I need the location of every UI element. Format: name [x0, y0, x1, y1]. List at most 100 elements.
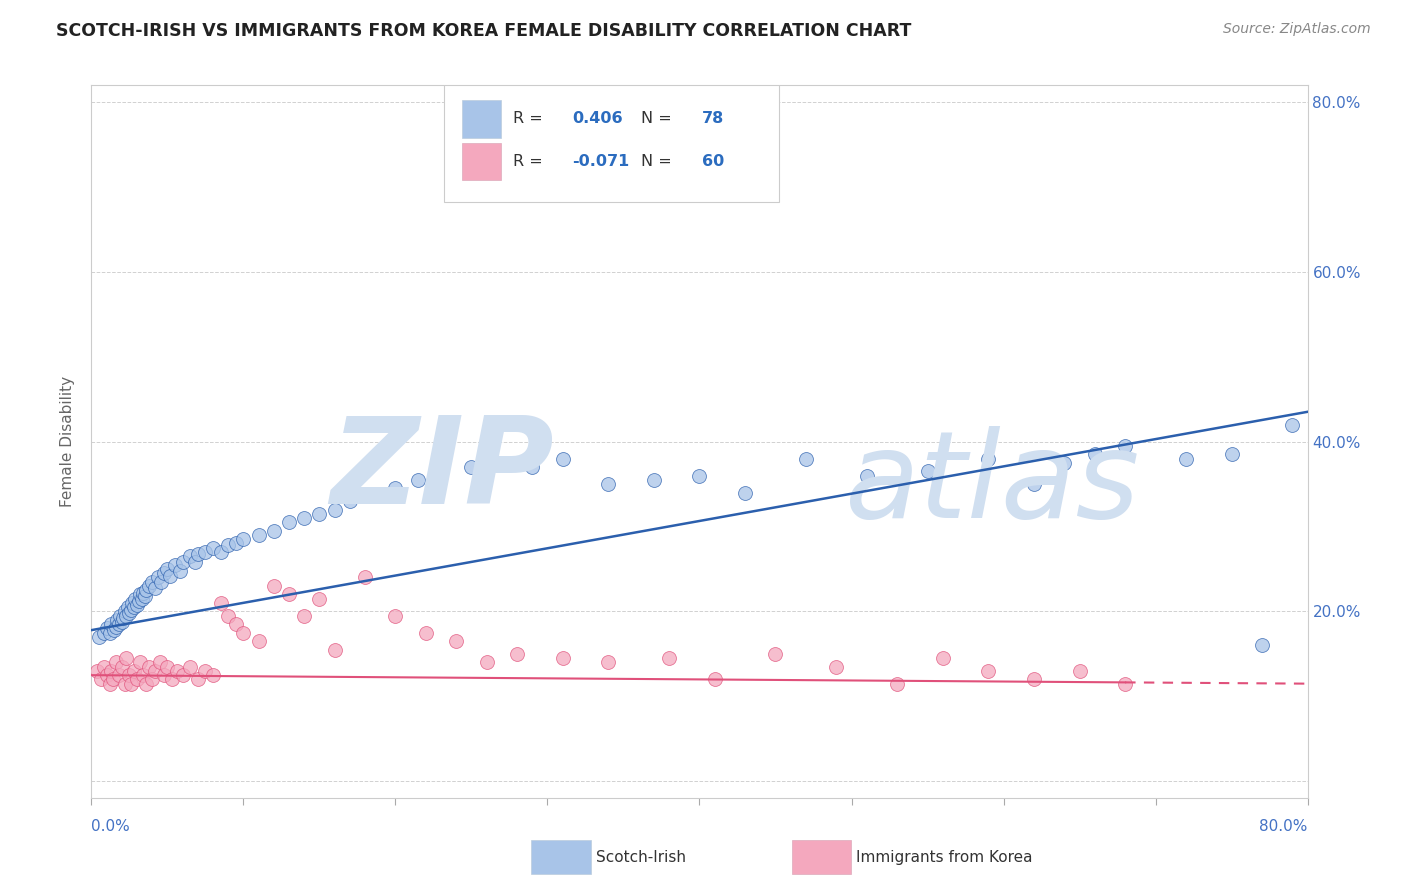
Point: [132, 586, 155, 600]
Point: [460, 460, 482, 475]
Point: [202, 668, 225, 682]
Point: [143, 581, 166, 595]
Point: [415, 625, 437, 640]
Point: [232, 625, 254, 640]
Point: [166, 664, 188, 678]
Point: [150, 574, 173, 589]
Point: [153, 668, 176, 682]
Point: [598, 477, 620, 491]
Point: [247, 528, 270, 542]
Text: -0.071: -0.071: [572, 154, 628, 169]
Point: [135, 676, 157, 690]
Point: [118, 606, 141, 620]
Text: N =: N =: [641, 154, 676, 169]
Point: [1069, 664, 1091, 678]
Point: [765, 647, 787, 661]
Point: [89, 673, 111, 687]
Point: [187, 547, 209, 561]
Point: [977, 664, 1000, 678]
Point: [134, 589, 156, 603]
Text: ZIP: ZIP: [330, 411, 554, 529]
Point: [135, 583, 157, 598]
Point: [93, 625, 115, 640]
Point: [339, 494, 361, 508]
Point: [551, 651, 574, 665]
Text: 0.0%: 0.0%: [91, 820, 131, 834]
Text: 0.406: 0.406: [572, 112, 623, 127]
Text: 78: 78: [702, 112, 724, 127]
Point: [1114, 439, 1136, 453]
Point: [292, 511, 315, 525]
Point: [194, 664, 217, 678]
Point: [117, 600, 139, 615]
Point: [886, 676, 908, 690]
Point: [101, 673, 124, 687]
Point: [825, 659, 848, 673]
Point: [121, 596, 143, 610]
Point: [491, 456, 513, 470]
Point: [111, 615, 134, 629]
Point: [93, 659, 115, 673]
Point: [658, 651, 681, 665]
Point: [1022, 477, 1045, 491]
Point: [688, 468, 710, 483]
Text: R =: R =: [513, 154, 548, 169]
Text: N =: N =: [641, 112, 676, 127]
Point: [184, 555, 207, 569]
Point: [120, 676, 142, 690]
Point: [406, 473, 429, 487]
Point: [131, 591, 153, 606]
Point: [120, 603, 142, 617]
Point: [138, 659, 160, 673]
Point: [225, 536, 247, 550]
Point: [98, 676, 121, 690]
Point: [202, 541, 225, 555]
Point: [138, 579, 160, 593]
Point: [86, 664, 108, 678]
Point: [855, 468, 877, 483]
Point: [105, 613, 128, 627]
Point: [323, 502, 346, 516]
Point: [1251, 639, 1274, 653]
Point: [232, 533, 254, 547]
Point: [931, 651, 953, 665]
Point: [172, 668, 194, 682]
Point: [917, 464, 939, 478]
Point: [209, 545, 232, 559]
Point: [217, 538, 239, 552]
Text: atlas: atlas: [845, 425, 1140, 543]
Point: [475, 656, 498, 670]
Point: [308, 507, 330, 521]
Point: [247, 634, 270, 648]
Point: [100, 664, 122, 678]
Point: [143, 664, 166, 678]
Point: [1220, 447, 1243, 461]
FancyBboxPatch shape: [444, 85, 779, 202]
Point: [114, 676, 136, 690]
Point: [430, 464, 453, 478]
Text: 80.0%: 80.0%: [1260, 820, 1308, 834]
Point: [141, 574, 163, 589]
Point: [112, 611, 135, 625]
Point: [115, 651, 138, 665]
Point: [263, 524, 285, 538]
Point: [179, 549, 201, 564]
FancyBboxPatch shape: [463, 101, 502, 137]
Point: [124, 591, 146, 606]
Point: [104, 656, 127, 670]
Point: [107, 617, 129, 632]
Point: [194, 545, 217, 559]
Point: [1053, 456, 1076, 470]
Point: [323, 642, 346, 657]
Point: [107, 668, 129, 682]
Point: [153, 566, 176, 581]
Point: [384, 481, 406, 495]
Point: [129, 587, 152, 601]
Point: [384, 608, 406, 623]
Point: [96, 622, 118, 636]
Point: [110, 608, 132, 623]
Point: [506, 647, 529, 661]
Y-axis label: Female Disability: Female Disability: [60, 376, 76, 508]
Point: [149, 656, 172, 670]
Point: [598, 656, 620, 670]
